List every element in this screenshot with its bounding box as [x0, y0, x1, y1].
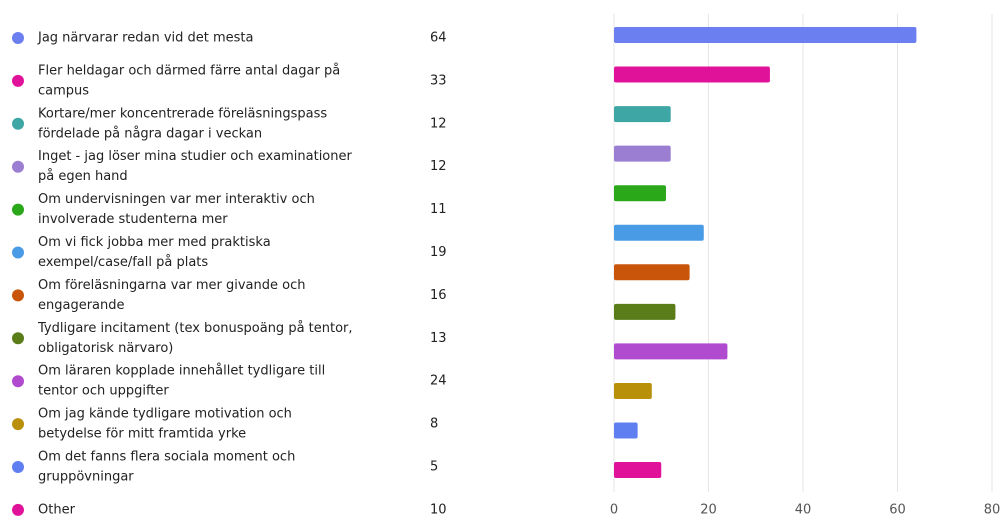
bar	[614, 66, 770, 83]
bar	[614, 27, 917, 43]
legend-label: betydelse för mitt framtida yrke	[38, 427, 246, 442]
legend-label: Tydligare incitament (tex bonuspoäng på …	[37, 321, 353, 336]
value-label: 19	[430, 245, 447, 260]
legend-dot	[12, 375, 24, 388]
legend-label: obligatorisk närvaro)	[38, 341, 173, 356]
legend-dot	[12, 74, 24, 87]
legend-label: Om undervisningen var mer interaktiv och	[38, 192, 315, 207]
legend-label: Inget - jag löser mina studier och exami…	[38, 149, 352, 164]
bar	[614, 185, 666, 202]
value-label: 12	[430, 116, 447, 131]
value-label: 16	[430, 288, 447, 303]
legend-dot	[12, 32, 24, 44]
x-tick-label: 60	[889, 503, 906, 518]
bar	[614, 343, 728, 360]
legend-dot	[12, 503, 24, 516]
legend-dot	[12, 246, 24, 259]
bar	[614, 264, 690, 281]
legend-label: Om det fanns flera sociala moment och	[38, 450, 295, 465]
value-label: 33	[430, 73, 447, 88]
x-tick-label: 80	[984, 503, 1000, 518]
value-label: 8	[430, 417, 438, 432]
legend-label: på egen hand	[38, 169, 128, 184]
legend-label: tentor och uppgifter	[38, 384, 169, 399]
value-label: 12	[430, 159, 447, 174]
x-tick-label: 0	[610, 503, 618, 518]
bar	[614, 382, 652, 399]
legend-label: exempel/case/fall på plats	[38, 255, 208, 270]
value-label: 13	[430, 331, 447, 346]
legend-dot	[12, 332, 24, 345]
legend-dot	[12, 418, 24, 431]
legend-label: Om föreläsningarna var mer givande och	[38, 278, 306, 293]
value-label: 64	[430, 31, 447, 46]
bar	[614, 462, 662, 479]
legend-label: Kortare/mer koncentrerade föreläsningspa…	[38, 106, 327, 121]
legend-dot	[12, 461, 24, 473]
bar	[614, 224, 704, 241]
bar	[614, 303, 676, 320]
legend-label: Om läraren kopplade innehållet tydligare…	[38, 364, 325, 379]
legend-dot	[12, 117, 24, 130]
bar	[614, 145, 671, 162]
legend-label: gruppövningar	[38, 470, 134, 485]
value-label: 11	[430, 202, 447, 217]
legend-dot	[12, 203, 24, 216]
legend-dot	[12, 289, 24, 302]
legend-label: campus	[38, 83, 89, 98]
legend-label: Other	[38, 502, 76, 517]
value-label: 24	[430, 374, 447, 389]
value-label: 10	[430, 502, 447, 517]
x-tick-label: 20	[700, 503, 717, 518]
x-tick-label: 40	[795, 503, 812, 518]
value-label: 5	[430, 460, 438, 475]
bar	[614, 106, 671, 123]
legend-label: engagerande	[38, 298, 125, 313]
legend-label: involverade studenterna mer	[38, 212, 228, 227]
legend-label: fördelade på några dagar i veckan	[38, 126, 262, 141]
legend-label: Om jag kände tydligare motivation och	[38, 407, 292, 422]
legend-dot	[12, 160, 24, 173]
legend-label: Fler heldagar och därmed färre antal dag…	[38, 63, 340, 78]
legend-label: Jag närvarar redan vid det mesta	[37, 31, 254, 46]
legend-label: Om vi fick jobba mer med praktiska	[38, 235, 271, 250]
bar	[614, 422, 638, 439]
